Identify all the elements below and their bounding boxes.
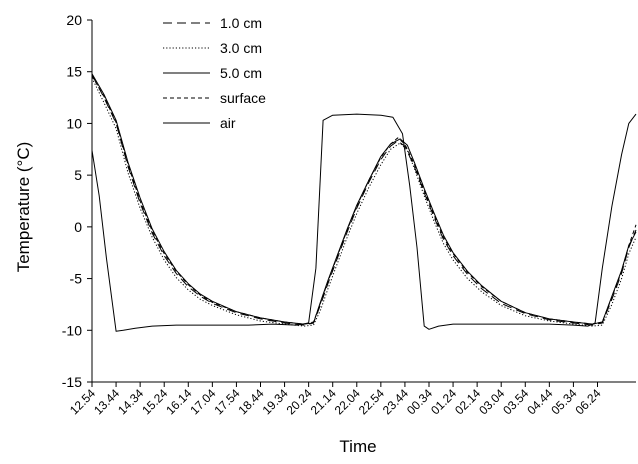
- series-line-1-0-cm: [91, 74, 637, 326]
- x-tick-label: 22.54: [356, 386, 387, 417]
- x-tick-label: 02.14: [452, 386, 483, 417]
- x-tick-label: 04.44: [524, 386, 555, 417]
- x-tick-label: 21.14: [308, 386, 339, 417]
- x-tick-label: 22.04: [332, 386, 363, 417]
- y-tick-label: 5: [74, 167, 82, 183]
- x-tick-label: 03.04: [476, 386, 507, 417]
- y-tick-label: -15: [62, 374, 82, 390]
- x-tick-label: 12.54: [67, 386, 98, 417]
- series-line-surface: [91, 75, 637, 325]
- y-axis-title: Temperature (°C): [14, 142, 33, 273]
- x-tick-label: 00.34: [404, 386, 435, 417]
- y-tick-label: 10: [66, 115, 82, 131]
- y-ticks: -15 -10 -5 0 5 10 15 20: [62, 12, 92, 390]
- legend-label: air: [220, 115, 236, 131]
- y-tick-label: 0: [74, 219, 82, 235]
- x-ticks: 12.5413.4414.3415.2416.1417.0417.5418.44…: [67, 382, 604, 417]
- x-tick-label: 15.24: [139, 386, 170, 417]
- x-tick-label: 20.24: [284, 386, 315, 417]
- y-tick-label: -10: [62, 322, 82, 338]
- legend: 1.0 cm 3.0 cm 5.0 cm surface air: [163, 15, 266, 131]
- series-line-3-0-cm: [91, 77, 637, 327]
- legend-label: 1.0 cm: [220, 15, 262, 31]
- x-tick-label: 13.44: [91, 386, 122, 417]
- legend-label: surface: [220, 90, 266, 106]
- x-tick-label: 18.44: [235, 386, 266, 417]
- x-tick-label: 14.34: [115, 386, 146, 417]
- x-tick-label: 03.54: [500, 386, 531, 417]
- x-tick-label: 05.34: [548, 386, 579, 417]
- x-tick-label: 17.04: [187, 386, 218, 417]
- x-tick-label: 19.34: [260, 386, 291, 417]
- series-line-5-0-cm: [91, 73, 637, 325]
- legend-label: 5.0 cm: [220, 65, 262, 81]
- legend-label: 3.0 cm: [220, 40, 262, 56]
- x-tick-label: 16.14: [163, 386, 194, 417]
- series-line-air: [91, 113, 637, 332]
- y-tick-label: 20: [66, 12, 82, 28]
- x-tick-label: 17.54: [211, 386, 242, 417]
- axes: [91, 20, 636, 383]
- x-axis-title: Time: [339, 437, 376, 456]
- x-tick-label: 06.24: [572, 386, 603, 417]
- x-tick-label: 01.24: [428, 386, 459, 417]
- x-tick-label: 23.44: [380, 386, 411, 417]
- y-tick-label: -5: [70, 271, 83, 287]
- series-lines: [91, 73, 637, 332]
- y-tick-label: 15: [66, 64, 82, 80]
